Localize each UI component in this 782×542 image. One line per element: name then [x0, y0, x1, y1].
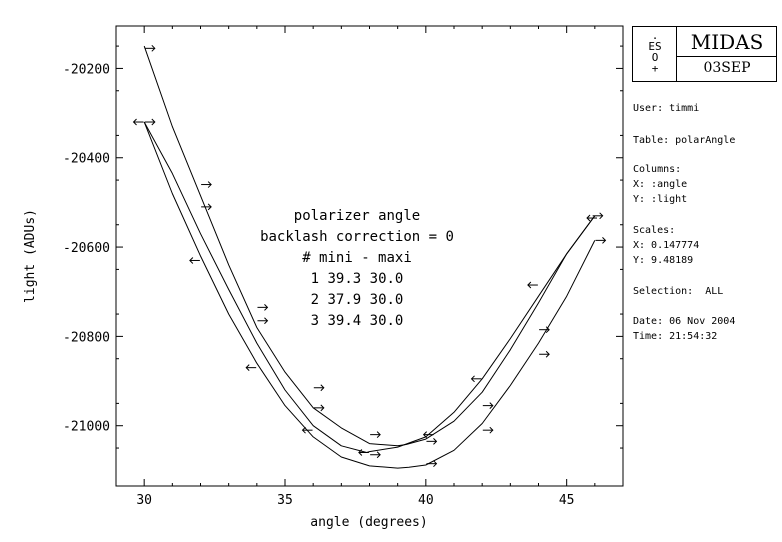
- series-2-point: [470, 375, 482, 383]
- series-1-point: [592, 212, 604, 220]
- series-2-curve: [143, 121, 596, 453]
- logo-divider-horizontal: [676, 56, 777, 57]
- info-columns-title: Columns:: [633, 164, 682, 175]
- series-1-curve: [143, 45, 596, 447]
- annotation-title: polarizer angle: [294, 208, 420, 224]
- eso-logo: . ES O +: [636, 30, 674, 78]
- series-1-point: [539, 326, 550, 334]
- eso-logo-line-2: ES: [648, 40, 662, 53]
- series-1-point: [370, 431, 381, 438]
- annotation-backlash: backlash correction = 0: [260, 229, 454, 245]
- series-3-point: [189, 257, 200, 264]
- series-2-point: [370, 451, 381, 459]
- series-1-point: [313, 384, 325, 392]
- ticks: 30 35 40 45 -20200 -20400 -20600 -20800 -21000: [63, 26, 623, 508]
- series-1-point: [257, 304, 269, 311]
- points: [132, 44, 607, 468]
- info-column-x: X: :angle: [633, 179, 688, 190]
- y-tick-label: -20800: [63, 330, 110, 345]
- info-scale-x: X: 0.147774: [633, 240, 700, 251]
- y-tick-label: -20200: [63, 62, 110, 77]
- series-2-point: [586, 214, 598, 222]
- info-time: Time: 21:54:32: [633, 331, 718, 342]
- annotation-row-1: 1 39.3 30.0: [311, 271, 404, 287]
- annotation-header: # mini - maxi: [302, 250, 412, 266]
- info-date: Date: 06 Nov 2004: [633, 316, 736, 327]
- logo-divider-vertical: [676, 26, 677, 82]
- logo-box: [632, 26, 777, 82]
- eso-logo-line-3: O: [651, 51, 659, 64]
- x-tick-label: 45: [559, 493, 575, 508]
- series-2-point: [422, 431, 434, 438]
- annotation-row-3: 3 39.4 30.0: [311, 313, 404, 329]
- annotation-row-2: 2 37.9 30.0: [311, 292, 404, 308]
- x-tick-label: 35: [277, 493, 293, 508]
- series-3-point: [301, 426, 313, 434]
- series-3-point: [358, 449, 369, 456]
- y-axis-label: light (ADUs): [23, 209, 38, 303]
- info-scales-title: Scales:: [633, 225, 676, 236]
- x-tick-label: 30: [136, 493, 152, 508]
- eso-logo-line-1: .: [651, 29, 659, 42]
- info-scale-y: Y: 9.48189: [633, 255, 694, 266]
- y-tick-label: -20400: [63, 152, 110, 167]
- series-2-point: [257, 317, 269, 325]
- y-tick-label: -20600: [63, 241, 110, 256]
- midas-date-code: 03SEP: [703, 60, 751, 76]
- info-table: Table: polarAngle: [633, 135, 736, 146]
- series-3-point: [595, 237, 607, 244]
- info-column-y: Y: :light: [633, 194, 688, 205]
- eso-logo-line-4: +: [651, 62, 659, 75]
- x-axis-label: angle (degrees): [310, 515, 427, 530]
- series-1-point: [144, 44, 156, 52]
- series-1-point: [201, 181, 212, 188]
- series-2-point: [313, 404, 325, 412]
- info-selection: Selection: ALL: [633, 286, 724, 297]
- x-tick-label: 40: [418, 493, 434, 508]
- info-user: User: timmi: [633, 103, 700, 114]
- midas-title: MIDAS: [690, 30, 764, 54]
- series-3-point: [539, 350, 550, 358]
- series-2-point: [144, 118, 156, 126]
- series-2-point: [527, 281, 538, 289]
- series-3-point: [426, 460, 438, 468]
- series-3-point: [132, 118, 144, 126]
- series-2-point: [201, 203, 212, 211]
- series-1-point: [482, 402, 494, 409]
- series-3-point: [482, 426, 494, 434]
- series-3-point: [245, 364, 257, 372]
- series-1-point: [426, 437, 438, 445]
- series-3-curve: [143, 121, 596, 469]
- y-tick-label: -21000: [63, 420, 110, 435]
